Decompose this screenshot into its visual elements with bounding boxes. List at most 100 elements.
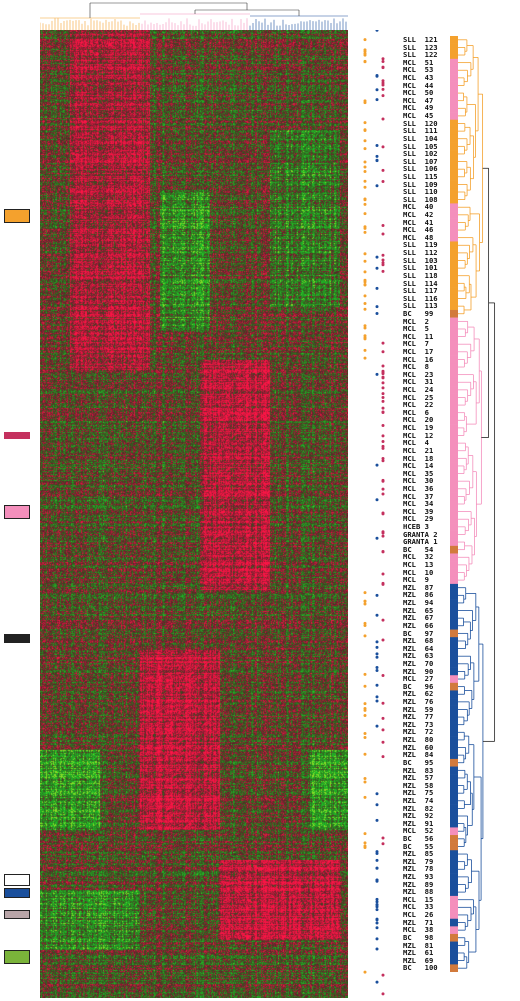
sample-type-cell [450, 644, 458, 653]
sample-type-cell [450, 819, 458, 828]
sample-label: BC 56 [403, 833, 434, 843]
annotation-dot [375, 724, 379, 728]
annotation-dot [381, 269, 385, 273]
sample-type-cell [450, 538, 458, 547]
sample-type-cell [450, 119, 458, 128]
sample-label: MZL 75 [403, 788, 434, 798]
sample-type-cell [450, 523, 458, 531]
sample-type-cell [450, 804, 458, 813]
sample-type-cell [450, 507, 458, 516]
annotation-dot [375, 372, 379, 376]
annotation-dot [363, 294, 367, 298]
annotation-dot [381, 740, 385, 744]
sample-type-cell [450, 43, 458, 52]
cluster-marker-pink [4, 505, 30, 519]
sample-label: MCL 36 [403, 483, 434, 493]
sample-type-cell [450, 850, 458, 859]
sample-label: MZL 91 [403, 818, 434, 828]
sample-label: MZL 74 [403, 795, 434, 805]
sample-type-cell [450, 36, 458, 44]
annotation-dot [381, 478, 385, 482]
sample-type-cell [450, 857, 458, 866]
sample-label: MZL 83 [403, 765, 434, 775]
annotation-dot [375, 593, 379, 597]
sample-label: MCL 16 [403, 354, 434, 364]
annotation-dot [381, 168, 385, 172]
sample-label: SLL 118 [403, 270, 438, 280]
sample-type-cell [450, 637, 458, 646]
sample-type-cell [450, 477, 458, 486]
annotation-dot [375, 947, 379, 951]
sample-type-cell [450, 180, 458, 189]
annotation-dot [363, 278, 367, 282]
annotation-dot [375, 266, 379, 270]
annotation-dot [363, 252, 367, 256]
sample-type-cell [450, 629, 458, 638]
sample-type-cell [450, 606, 458, 615]
sample-label: MZL 67 [403, 613, 434, 623]
annotation-dot [375, 908, 379, 912]
sample-type-cell [450, 66, 458, 75]
sample-label: MZL 86 [403, 590, 434, 600]
sample-label: MZL 70 [403, 658, 434, 668]
sample-type-cell [450, 561, 458, 569]
annotation-dot [363, 795, 367, 799]
sample-type-cell [450, 720, 458, 729]
sample-type-cell [450, 211, 458, 219]
sample-type-colorbar [450, 36, 458, 972]
sample-label: MCL 23 [403, 369, 434, 379]
annotation-dot [375, 803, 379, 807]
sample-label: BC 98 [403, 932, 434, 942]
annotation-dot [363, 672, 367, 676]
annotation-dot [381, 145, 385, 149]
sample-label: MZL 61 [403, 948, 434, 958]
annotation-dot [363, 270, 367, 274]
sample-type-cell [450, 74, 458, 82]
annotation-dot [381, 674, 385, 678]
sample-type-cell [450, 682, 458, 691]
sample-label: MCL 45 [403, 111, 434, 121]
annotation-dot [381, 258, 385, 262]
sample-label: MCL 24 [403, 385, 434, 395]
annotation-dot [381, 410, 385, 414]
sample-label: MCL 18 [403, 453, 434, 463]
sample-label: MZL 69 [403, 955, 434, 965]
annotation-dot [375, 879, 379, 883]
sample-type-cell [450, 134, 458, 143]
sample-type-cell [450, 332, 458, 341]
sample-type-cell [450, 530, 458, 539]
sample-label: MCL 30 [403, 476, 434, 486]
annotation-dot [363, 970, 367, 974]
annotation-dot [381, 406, 385, 410]
annotation-dot [381, 94, 385, 98]
sample-type-cell [450, 89, 458, 98]
annotation-dot [375, 143, 379, 147]
sample-label: MZL 76 [403, 697, 434, 707]
sample-label: MCL 52 [403, 826, 434, 836]
sample-label: MZL 77 [403, 712, 434, 722]
annotation-dot [381, 179, 385, 183]
annotation-dot [363, 591, 367, 595]
annotation-dot [363, 621, 367, 625]
sample-type-cell [450, 340, 458, 349]
annotation-dot [375, 154, 379, 158]
annotation-dot [375, 311, 379, 315]
sample-type-cell [450, 431, 458, 440]
sample-label: SLL 121 [403, 35, 438, 44]
sample-type-cell [450, 500, 458, 509]
sample-label: MZL 92 [403, 811, 434, 821]
annotation-dot [375, 536, 379, 540]
sample-type-cell [450, 865, 458, 874]
sample-type-cell [450, 264, 458, 273]
sample-label: MCL 9 [403, 575, 429, 585]
sample-label: MZL 81 [403, 940, 434, 950]
annotation-dot [381, 457, 385, 461]
sample-type-cell [450, 812, 458, 821]
sample-label: SLL 106 [403, 164, 438, 174]
sample-label: MCL 40 [403, 202, 434, 212]
sample-label: GRANTA 2 [403, 529, 438, 539]
sample-label: MCL 48 [403, 232, 434, 242]
annotation-dot [363, 334, 367, 338]
annotation-dot [381, 232, 385, 236]
annotation-dot [381, 79, 385, 83]
